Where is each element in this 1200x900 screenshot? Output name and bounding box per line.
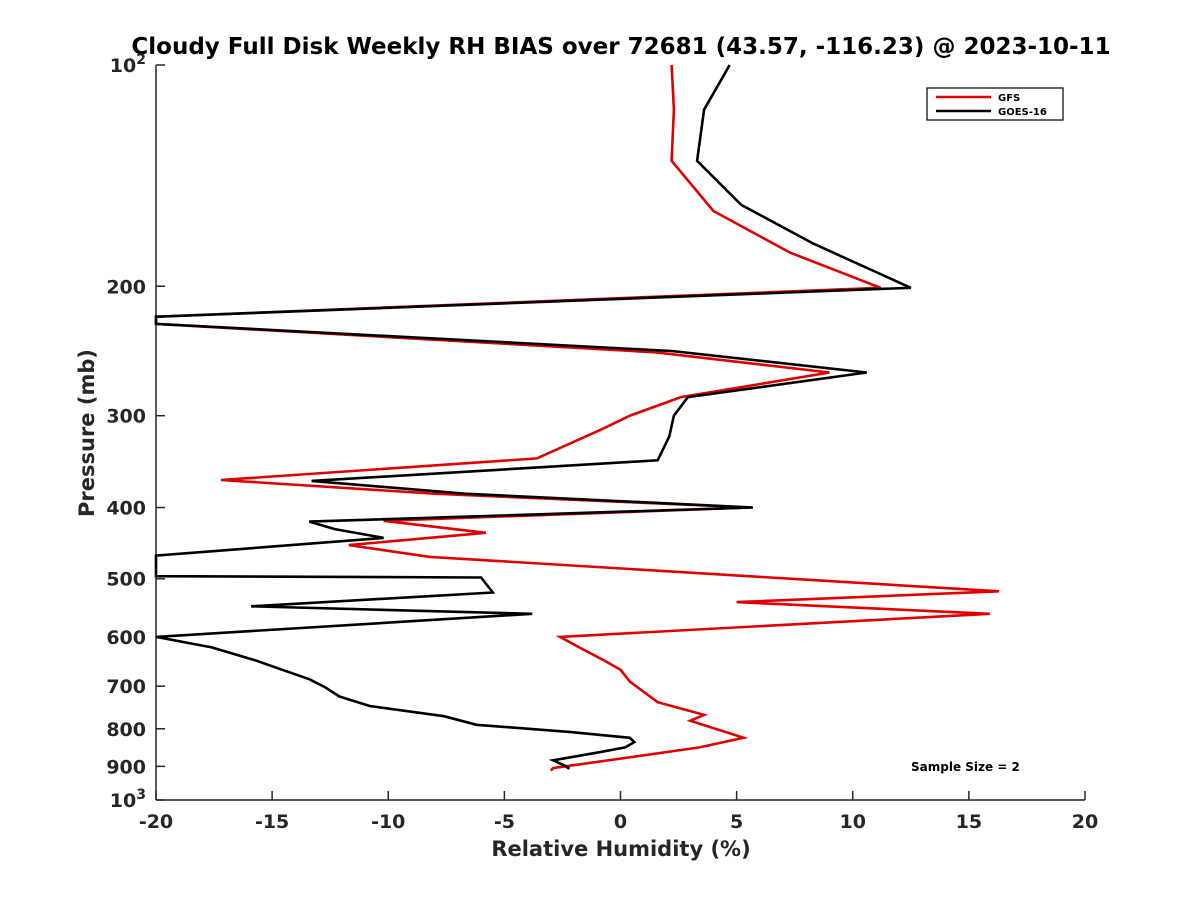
y-tick-label: 400 — [106, 498, 146, 520]
plot-axes: -20 -15 -10 -5 0 5 10 15 20 102 200 300 400 500 600 700… — [106, 52, 1098, 833]
data-series — [154, 64, 1000, 772]
y-tick-label: 600 — [106, 627, 146, 649]
x-tick-label: 10 — [840, 811, 866, 833]
x-tick-label: -20 — [139, 811, 173, 833]
legend: GFS GOES-16 — [926, 87, 1064, 121]
x-tick-label: 15 — [956, 811, 982, 833]
y-tick-label: 200 — [106, 276, 146, 298]
y-tick-label: 103 — [110, 787, 146, 812]
y-tick-label: 900 — [106, 756, 146, 778]
x-tick-label: -5 — [494, 811, 515, 833]
x-tick-label: 5 — [730, 811, 743, 833]
y-axis-label: Pressure (mb) — [75, 349, 99, 517]
y-tick-label: 700 — [106, 676, 146, 698]
legend-entry: GOES-16 — [998, 107, 1047, 118]
legend-entry: GFS — [998, 93, 1020, 104]
sample-size-annotation: Sample Size = 2 — [911, 760, 1020, 774]
chart-title: Cloudy Full Disk Weekly RH BIAS over 726… — [131, 34, 1110, 60]
x-tick-label: 20 — [1072, 811, 1098, 833]
x-axis-label: Relative Humidity (%) — [491, 837, 750, 861]
y-tick-label: 300 — [106, 406, 146, 428]
y-tick-label: 800 — [106, 719, 146, 741]
x-tick-label: 0 — [614, 811, 627, 833]
series-line-gfs — [154, 64, 1000, 772]
x-tick-label: -15 — [255, 811, 289, 833]
y-tick-label: 102 — [110, 52, 146, 77]
legend-box — [926, 87, 1064, 121]
y-tick-label: 500 — [106, 569, 146, 591]
x-tick-label: -10 — [371, 811, 405, 833]
series-line-goes-16 — [154, 64, 912, 770]
